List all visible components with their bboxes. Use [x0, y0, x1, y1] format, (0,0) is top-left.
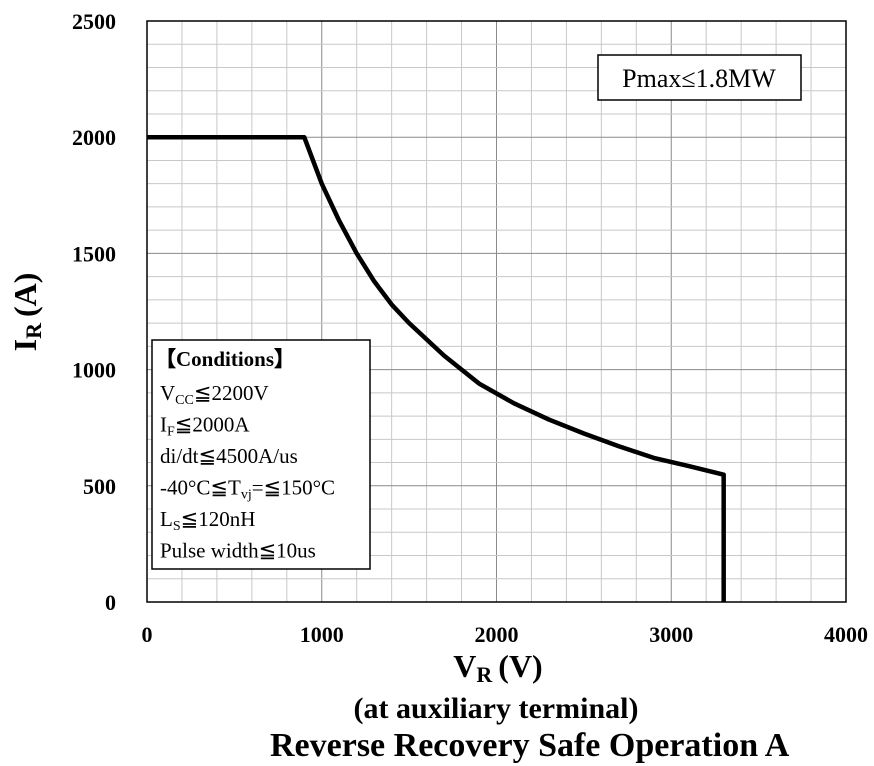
conditions-title: 【Conditions】: [155, 347, 295, 371]
condition-rest: =≦150°C: [252, 476, 335, 500]
condition-line: di/dt≦4500A/us: [160, 444, 298, 468]
conditions-box: [151, 339, 371, 570]
condition-main: -40°C≦T: [160, 476, 241, 500]
condition-line: LS≦120nH: [160, 507, 255, 534]
chart-title: Reverse Recovery Safe Operation A: [270, 727, 790, 764]
condition-line: -40°C≦Tvj=≦150°C: [160, 476, 335, 503]
condition-rest: ≦120nH: [181, 507, 256, 531]
pmax-label: Pmax≤1.8MW: [622, 64, 776, 93]
condition-rest: ≦2000A: [175, 413, 251, 437]
y-tick-label: 2500: [72, 9, 116, 34]
x-axis-label-sub: R: [476, 662, 493, 687]
condition-line: VCC≦2200V: [160, 381, 269, 408]
y-axis-label-main: I: [7, 339, 43, 351]
x-axis-label: VR (V): [453, 648, 542, 687]
x-tick-label: 0: [142, 622, 153, 647]
x-tick-labels: 0 1000 2000 3000 4000: [142, 622, 869, 647]
chart-subtitle: (at auxiliary terminal): [354, 692, 639, 725]
x-tick-label: 3000: [649, 622, 693, 647]
y-tick-label: 500: [83, 474, 116, 499]
condition-line: IF≦2000A: [160, 413, 250, 440]
condition-main: I: [160, 413, 167, 437]
y-tick-label: 0: [105, 590, 116, 615]
x-tick-label: 2000: [475, 622, 519, 647]
condition-sub: vj: [241, 488, 252, 503]
y-axis-label-sub: R: [21, 322, 46, 339]
series-line: [147, 134, 726, 602]
conditions-list: VCC≦2200V IF≦2000A di/dt≦4500A/us -40°C≦Tvj…: [160, 381, 335, 563]
condition-main: L: [160, 507, 173, 531]
x-axis-label-unit: (V): [498, 648, 542, 684]
condition-main: di/dt≦4500A/us: [160, 444, 298, 468]
series-group: [147, 134, 726, 602]
y-tick-label: 1000: [72, 358, 116, 383]
plot-frame: [146, 20, 847, 603]
condition-sub: F: [167, 425, 175, 440]
condition-sub: S: [173, 519, 181, 534]
condition-sub: CC: [175, 393, 194, 408]
y-tick-labels: 0 500 1000 1500 2000 2500: [72, 9, 116, 615]
x-axis-label-main: V: [453, 648, 476, 684]
x-tick-label: 4000: [824, 622, 868, 647]
y-axis-label: IR (A): [7, 273, 46, 352]
y-tick-label: 1500: [72, 241, 116, 266]
y-tick-label: 2000: [72, 125, 116, 150]
pmax-box: [597, 54, 802, 101]
condition-rest: ≦2200V: [194, 381, 269, 405]
condition-main: Pulse width≦10us: [160, 539, 316, 563]
condition-line: Pulse width≦10us: [160, 539, 316, 563]
condition-main: V: [160, 381, 175, 405]
y-axis-label-unit: (A): [7, 273, 43, 317]
x-tick-label: 1000: [300, 622, 344, 647]
